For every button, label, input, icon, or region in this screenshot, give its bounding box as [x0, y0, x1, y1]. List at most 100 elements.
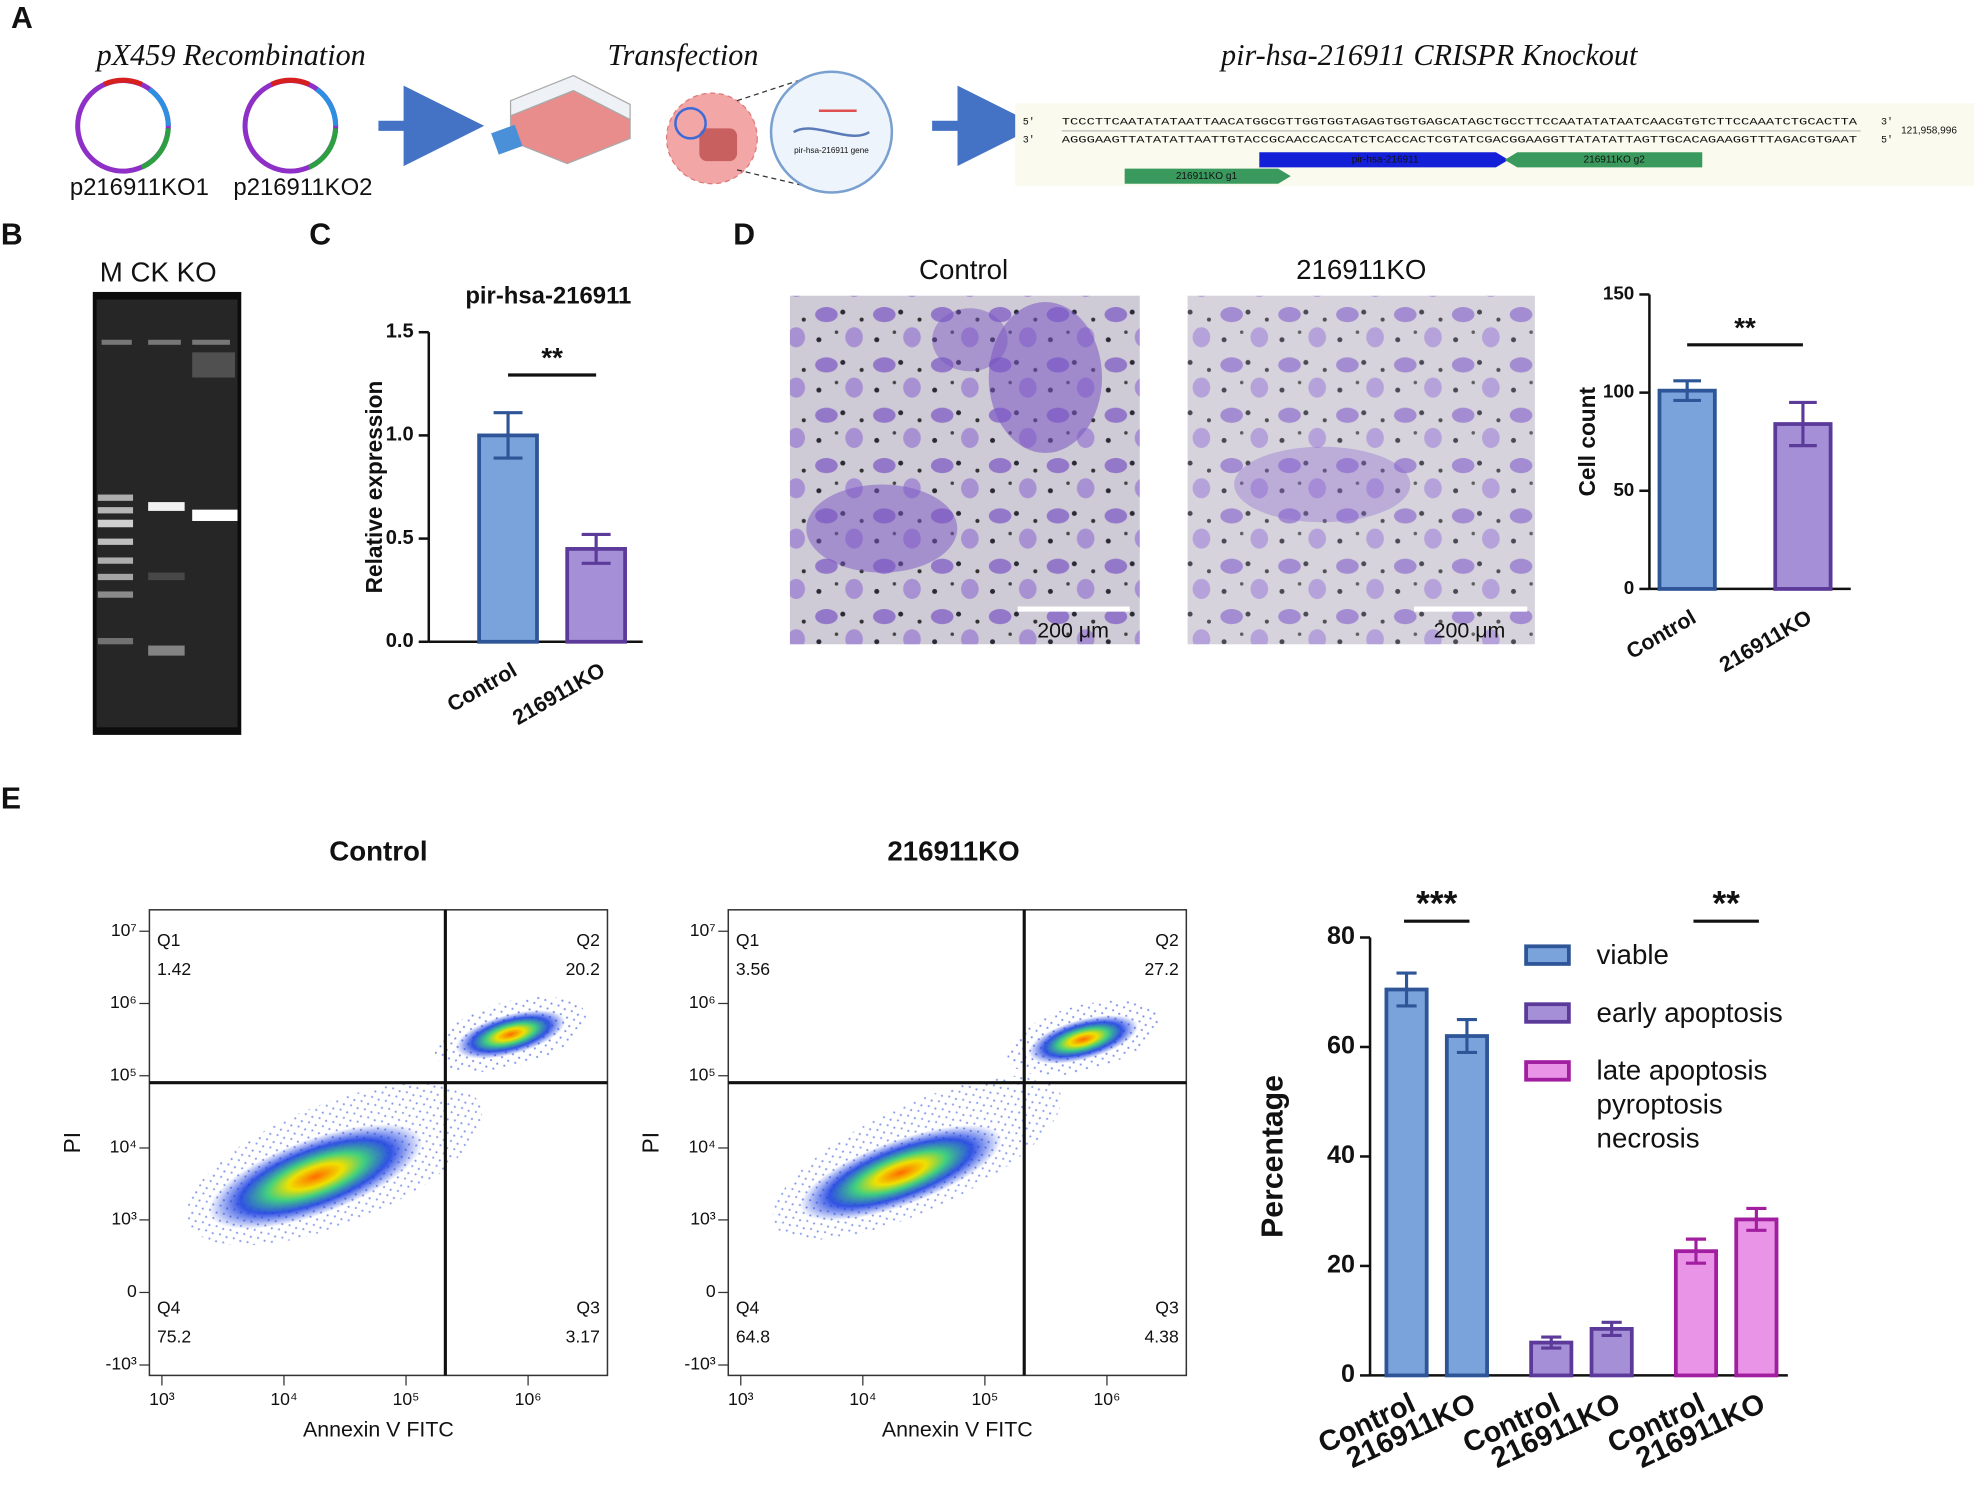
legend-label: early apoptosis — [1596, 996, 1783, 1029]
step-title: pX459 Recombination — [95, 38, 366, 72]
x-tick-label: 10⁴ — [270, 1389, 297, 1409]
bar — [1734, 1217, 1779, 1378]
density-cloud — [186, 996, 587, 1246]
y-tick-label: 20 — [1327, 1251, 1355, 1279]
y-tick-label: 10⁴ — [689, 1137, 716, 1157]
x-tick-label: 10⁶ — [515, 1389, 542, 1409]
plasmid — [75, 77, 171, 174]
dna — [793, 127, 870, 138]
y-axis-label: Relative expression — [361, 381, 387, 594]
strand-end: 5' — [1881, 134, 1893, 146]
error-bar — [1396, 971, 1417, 1008]
legend-swatch — [1524, 1002, 1571, 1024]
quadrant-name: Q4 — [157, 1297, 181, 1317]
coordinate: 121,958,996 — [1901, 126, 1957, 137]
lane-labels: M CK KO — [100, 257, 217, 288]
quadrant-value: 1.42 — [157, 959, 191, 979]
panel-letter: D — [733, 219, 755, 252]
x-tick-label: Control — [1622, 605, 1700, 664]
y-tick-label: 10⁴ — [110, 1137, 137, 1157]
y-tick-label: 10⁷ — [690, 920, 716, 940]
y-tick-label: 0 — [127, 1281, 137, 1301]
x-tick-label: 10⁴ — [849, 1389, 876, 1409]
legend-label: late apoptosis pyroptosis necrosis — [1596, 1054, 1768, 1154]
gel — [92, 291, 242, 735]
density-cloud — [772, 1000, 1159, 1240]
image-title: 216911KO — [1296, 254, 1426, 285]
quadrant-name: Q1 — [736, 930, 760, 950]
y-tick-label: 80 — [1327, 922, 1355, 950]
legend-entry: viable — [1596, 938, 1669, 971]
sequence: TCCCTTCAATATATAATTAACATGGCGTTGGTGGTAGAGT… — [1062, 118, 1859, 129]
zoom-line — [736, 77, 807, 102]
bar — [1384, 987, 1429, 1378]
error-bar — [1456, 1018, 1478, 1055]
error-bar — [1601, 1320, 1622, 1338]
quadrant-value: 64.8 — [736, 1326, 770, 1346]
feature-label: pir-hsa-216911 — [1352, 154, 1419, 165]
y-tick-label: -10³ — [106, 1354, 137, 1374]
quadrant-value: 20.2 — [566, 959, 600, 979]
gene-label: pir-hsa-216911 gene — [794, 146, 869, 155]
step-title: pir-hsa-216911 CRISPR Knockout — [1219, 38, 1638, 72]
error-bar — [581, 532, 611, 565]
y-tick-label: 10⁵ — [689, 1064, 716, 1084]
quadrant-name: Q2 — [576, 930, 600, 950]
feature-gene — [1259, 152, 1509, 168]
y-tick-label: 1.0 — [386, 424, 414, 446]
panel-letter: C — [309, 219, 331, 252]
image-title: Control — [919, 254, 1008, 285]
plot-frame — [148, 909, 609, 1377]
micrograph — [789, 295, 1140, 645]
quadrant-value: 4.38 — [1144, 1326, 1178, 1346]
feature-g1 — [1124, 168, 1291, 184]
y-tick-label: -10³ — [684, 1354, 715, 1374]
sequence: AGGGAAGTTATATATTAATTGTACCGCAACCACCATCTCA… — [1062, 135, 1857, 146]
x-axis-label: Annexin V FITC — [303, 1417, 454, 1441]
quadrant-name: Q3 — [576, 1297, 600, 1317]
bar — [1773, 422, 1833, 591]
x-axis-label: Annexin V FITC — [882, 1417, 1033, 1441]
y-tick-label: 0.5 — [386, 527, 414, 549]
y-axis-label: Cell count — [1574, 387, 1600, 497]
feature-g2 — [1504, 152, 1703, 168]
y-tick-label: 60 — [1327, 1032, 1355, 1060]
x-tick-label: 216911KO — [508, 658, 609, 730]
x-tick-label: 10³ — [149, 1389, 175, 1409]
y-tick-label: 100 — [1603, 381, 1634, 402]
plot-frame — [727, 909, 1188, 1377]
quadrant-value: 27.2 — [1144, 959, 1178, 979]
scale-bar-label: 200 μm — [1037, 618, 1109, 642]
plasmid-label: p216911KO2 — [233, 174, 372, 201]
y-tick-label: 10³ — [111, 1209, 137, 1229]
micrograph — [1187, 295, 1535, 645]
step-title: Transfection — [607, 38, 758, 72]
legend-label: viable — [1596, 938, 1669, 971]
y-axis-label: PI — [59, 1132, 85, 1153]
y-tick-label: 0 — [1341, 1360, 1355, 1388]
panel-letter: B — [1, 219, 23, 252]
bar — [1657, 388, 1717, 591]
legend-swatch — [1524, 944, 1571, 966]
error-bar — [1746, 1206, 1767, 1232]
bar — [565, 547, 627, 644]
y-tick-label: 0 — [706, 1281, 716, 1301]
x-tick-label: 216911KO — [1715, 605, 1816, 677]
feature-label: 216911KO g2 — [1584, 154, 1646, 165]
quadrant-value: 75.2 — [157, 1326, 191, 1346]
flask — [491, 74, 631, 165]
y-tick-label: 10⁵ — [110, 1064, 137, 1084]
legend-entry: late apoptosis pyroptosis necrosis — [1596, 1054, 1768, 1154]
significance: *** — [1416, 884, 1457, 923]
feature-label: 216911KO g1 — [1176, 171, 1238, 182]
y-axis-label: PI — [638, 1132, 664, 1153]
bar — [477, 433, 539, 644]
y-tick-label: 10⁷ — [111, 920, 137, 940]
quadrant-name: Q2 — [1155, 930, 1179, 950]
strand-end: 3' — [1881, 117, 1893, 129]
significance: ** — [1734, 312, 1756, 343]
zoom-line — [736, 169, 807, 187]
y-tick-label: 10³ — [690, 1209, 716, 1229]
